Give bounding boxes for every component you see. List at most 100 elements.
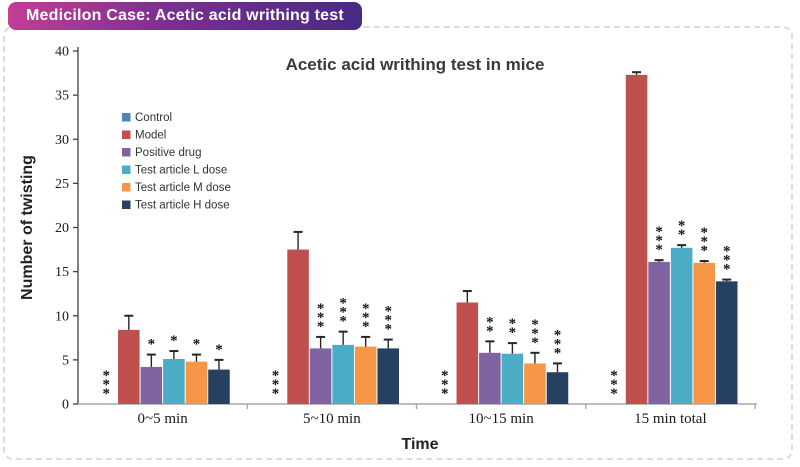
y-tick-label: 20: [55, 221, 69, 236]
legend-label-test-article-m-dose: Test article M dose: [135, 182, 231, 194]
significance-marker-test-article-l-dose: *: [509, 325, 517, 341]
legend-swatch-test-article-h-dose: [122, 200, 131, 209]
significance-marker-test-article-h-dose: *: [384, 313, 392, 329]
bar-test-article-m-dose: [693, 262, 715, 404]
significance-marker-control: *: [103, 368, 111, 384]
bar-test-article-h-dose: [208, 369, 230, 404]
significance-marker-test-article-h-dose: *: [554, 345, 562, 361]
significance-marker-control: *: [441, 368, 449, 384]
bar-test-article-m-dose: [524, 363, 546, 404]
significance-marker-test-article-h-dose: *: [384, 322, 392, 338]
significance-marker-control: *: [610, 368, 618, 384]
bar-model: [456, 302, 479, 404]
bar-positive-drug: [309, 348, 332, 404]
y-axis-title: Number of twisting: [19, 155, 36, 300]
bar-test-article-l-dose: [670, 247, 693, 404]
significance-marker-test-article-l-dose: *: [678, 227, 686, 243]
legend-label-test-article-l-dose: Test article L dose: [135, 165, 227, 177]
significance-marker-test-article-m-dose: *: [700, 225, 708, 241]
y-tick-label: 40: [55, 45, 69, 60]
significance-marker-test-article-h-dose: *: [554, 336, 562, 352]
significance-marker-control: *: [272, 368, 280, 384]
significance-marker-test-article-h-dose: *: [723, 253, 731, 269]
bar-model: [287, 249, 309, 404]
significance-marker-control: *: [103, 386, 111, 402]
case-title-text: Medicilon Case: Acetic acid writhing tes…: [26, 7, 344, 24]
dashed-border-frame: [3, 26, 793, 460]
legend-swatch-positive-drug: [122, 148, 131, 157]
bar-positive-drug: [479, 352, 501, 404]
significance-marker-positive-drug: *: [317, 310, 325, 326]
x-category-label: 0~5 min: [138, 411, 189, 427]
legend-swatch-test-article-m-dose: [122, 183, 131, 192]
y-tick-label: 30: [55, 133, 69, 148]
significance-marker-positive-drug: *: [148, 337, 156, 353]
significance-marker-test-article-m-dose: *: [531, 335, 539, 351]
significance-marker-test-article-m-dose: *: [700, 234, 708, 250]
y-tick-label: 10: [55, 309, 69, 324]
significance-marker-positive-drug: *: [655, 233, 663, 249]
bar-model: [118, 329, 140, 404]
bar-model: [625, 74, 648, 404]
significance-marker-test-article-m-dose: *: [531, 326, 539, 342]
y-tick-label: 25: [55, 177, 69, 192]
significance-marker-test-article-h-dose: *: [723, 244, 731, 260]
x-category-label: 15 min total: [634, 411, 707, 427]
significance-marker-control: *: [610, 386, 618, 402]
bar-test-article-h-dose: [546, 372, 569, 404]
y-tick-label: 35: [55, 89, 69, 104]
x-category-label: 5~10 min: [303, 411, 361, 427]
legend-label-test-article-h-dose: Test article H dose: [135, 200, 230, 212]
significance-marker-test-article-h-dose: *: [554, 327, 562, 343]
bar-test-article-m-dose: [354, 346, 377, 404]
significance-marker-control: *: [441, 377, 449, 393]
x-category-label: 10~15 min: [469, 411, 535, 427]
legend-swatch-control: [122, 113, 131, 122]
bar-positive-drug: [140, 366, 163, 404]
significance-marker-test-article-l-dose: *: [339, 314, 347, 330]
bar-test-article-m-dose: [185, 361, 208, 404]
significance-marker-positive-drug: *: [317, 301, 325, 317]
significance-marker-control: *: [610, 377, 618, 393]
bar-test-article-l-dose: [501, 353, 524, 404]
legend-label-control: Control: [135, 112, 172, 124]
significance-marker-positive-drug: *: [655, 224, 663, 240]
significance-marker-test-article-m-dose: *: [362, 310, 370, 326]
legend: Control Model Positive drug Test article L …: [122, 112, 231, 212]
significance-marker-positive-drug: *: [317, 319, 325, 335]
significance-marker-control: *: [441, 386, 449, 402]
significance-marker-control: *: [272, 377, 280, 393]
significance-marker-control: *: [272, 386, 280, 402]
bar-test-article-h-dose: [377, 348, 399, 404]
significance-marker-positive-drug: *: [486, 314, 494, 330]
case-title-badge: Medicilon Case: Acetic acid writhing tes…: [8, 2, 362, 30]
chart-title: Acetic acid writhing test in mice: [286, 55, 545, 74]
significance-marker-test-article-h-dose: *: [215, 342, 223, 358]
significance-marker-positive-drug: *: [486, 323, 494, 339]
legend-label-positive-drug: Positive drug: [135, 147, 201, 159]
significance-marker-test-article-h-dose: *: [384, 304, 392, 320]
bar-test-article-l-dose: [332, 344, 354, 404]
significance-marker-test-article-m-dose: *: [531, 317, 539, 333]
x-axis-title: Time: [401, 436, 438, 453]
significance-marker-positive-drug: *: [655, 242, 663, 258]
bar-positive-drug: [648, 261, 670, 404]
legend-swatch-test-article-l-dose: [122, 165, 131, 174]
legend-swatch-model: [122, 130, 131, 139]
y-tick-label: 5: [62, 353, 69, 368]
y-tick-label: 0: [62, 398, 69, 413]
significance-marker-test-article-l-dose: *: [678, 218, 686, 234]
significance-marker-test-article-h-dose: *: [723, 262, 731, 278]
y-tick-label: 15: [55, 265, 69, 280]
significance-marker-test-article-l-dose: *: [339, 296, 347, 312]
significance-marker-test-article-l-dose: *: [170, 333, 178, 349]
significance-marker-test-article-m-dose: *: [193, 337, 201, 353]
legend-label-model: Model: [135, 130, 166, 142]
significance-marker-test-article-m-dose: *: [362, 319, 370, 335]
significance-marker-control: *: [103, 377, 111, 393]
significance-marker-test-article-l-dose: *: [509, 316, 517, 332]
significance-marker-test-article-l-dose: *: [339, 305, 347, 321]
bar-test-article-l-dose: [163, 358, 185, 404]
significance-marker-test-article-m-dose: *: [700, 243, 708, 259]
